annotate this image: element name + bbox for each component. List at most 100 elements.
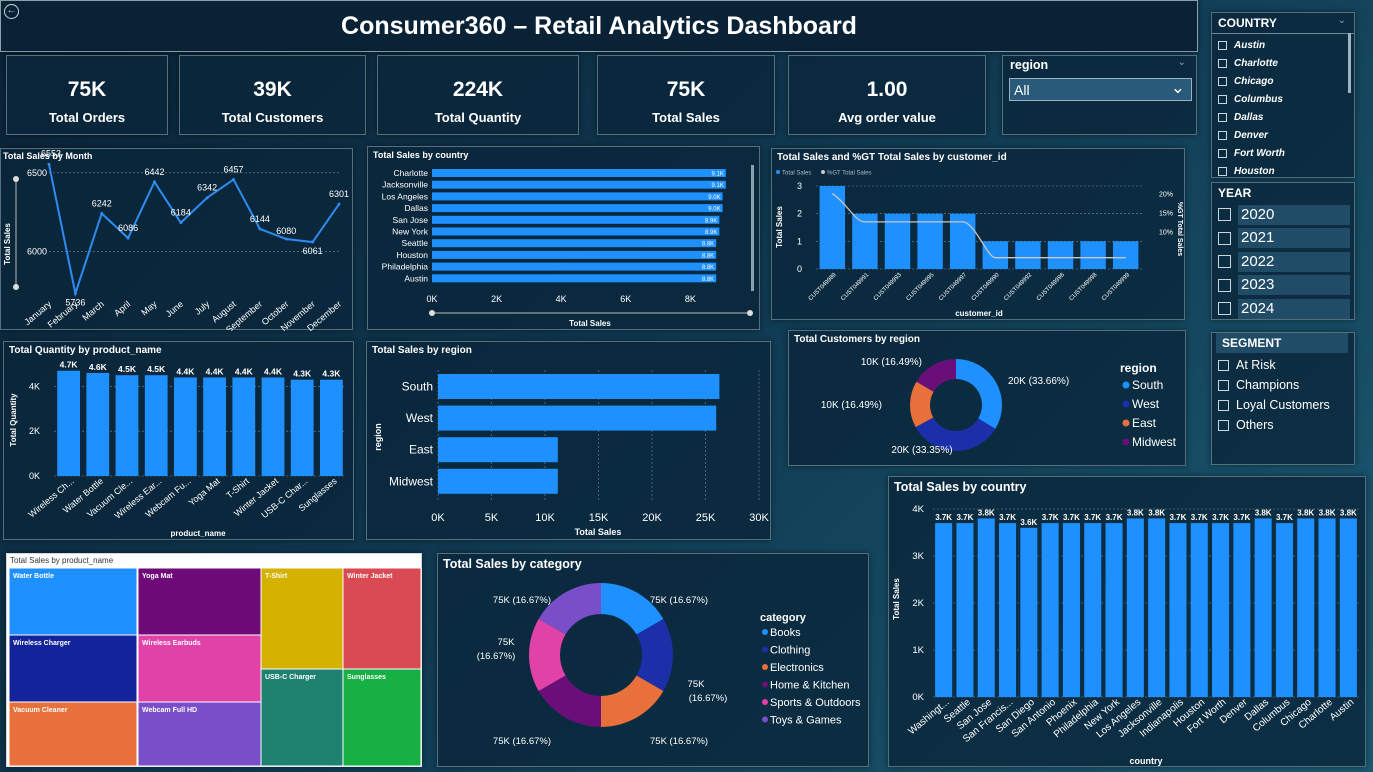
bar[interactable]: [320, 379, 343, 476]
bar[interactable]: [949, 213, 976, 269]
bar[interactable]: [432, 180, 726, 189]
data-point[interactable]: [152, 180, 156, 184]
bar[interactable]: [999, 523, 1017, 697]
bar[interactable]: [1105, 523, 1123, 697]
bar[interactable]: [438, 374, 720, 399]
data-point[interactable]: [126, 236, 130, 240]
treemap-cell[interactable]: [260, 668, 344, 767]
bar[interactable]: [432, 274, 717, 283]
checkbox-icon[interactable]: [1218, 166, 1227, 176]
country-option-columbus[interactable]: Columbus: [1212, 90, 1354, 108]
pie-slice[interactable]: [916, 359, 956, 392]
checkbox-icon[interactable]: [1218, 208, 1231, 222]
bar[interactable]: [261, 377, 285, 476]
bar[interactable]: [203, 377, 226, 476]
treemap-cell[interactable]: [137, 701, 262, 767]
bar[interactable]: [115, 375, 139, 476]
treemap-cell[interactable]: [8, 634, 138, 703]
bar[interactable]: [1047, 241, 1074, 269]
treemap-cell[interactable]: [137, 567, 262, 636]
legend-label[interactable]: Clothing: [770, 645, 810, 657]
bar[interactable]: [432, 262, 717, 271]
checkbox-icon[interactable]: [1218, 231, 1231, 245]
checkbox-icon[interactable]: [1218, 278, 1231, 292]
bar[interactable]: [1233, 523, 1251, 697]
bar[interactable]: [917, 213, 943, 269]
year-option-2022[interactable]: 2022: [1212, 250, 1354, 274]
treemap-cell[interactable]: [8, 567, 138, 636]
segment-option-loyal-customers[interactable]: Loyal Customers: [1212, 395, 1354, 415]
legend-label[interactable]: Midwest: [1132, 435, 1177, 449]
legend-label[interactable]: Books: [770, 627, 801, 639]
bar[interactable]: [1169, 523, 1187, 697]
range-slider-handle[interactable]: [429, 310, 435, 316]
bar[interactable]: [956, 523, 974, 697]
bar[interactable]: [1339, 518, 1357, 697]
data-point[interactable]: [179, 221, 183, 225]
checkbox-icon[interactable]: [1218, 112, 1227, 122]
pie-slice[interactable]: [601, 583, 664, 635]
treemap-cell[interactable]: [342, 668, 422, 767]
checkbox-icon[interactable]: [1218, 94, 1227, 104]
legend-label[interactable]: West: [1132, 397, 1160, 411]
pie-slice[interactable]: [910, 381, 934, 428]
checkbox-icon[interactable]: [1218, 148, 1227, 158]
country-scrollbar[interactable]: [1348, 33, 1351, 93]
legend-label[interactable]: Toys & Games: [770, 715, 842, 727]
bar[interactable]: [290, 379, 314, 476]
bar[interactable]: [432, 169, 726, 177]
bar[interactable]: [438, 405, 717, 431]
bar[interactable]: [1212, 523, 1230, 697]
checkbox-icon[interactable]: [1218, 379, 1229, 391]
treemap-cell[interactable]: [8, 701, 138, 767]
legend-label[interactable]: Sports & Outdoors: [770, 697, 861, 709]
treemap-cell[interactable]: [260, 567, 344, 670]
checkbox-icon[interactable]: [1218, 419, 1229, 431]
bar[interactable]: [1112, 241, 1139, 269]
pie-slice[interactable]: [915, 417, 996, 451]
country-option-chicago[interactable]: Chicago: [1212, 72, 1354, 90]
country-option-austin[interactable]: Austin: [1212, 36, 1354, 54]
checkbox-icon[interactable]: [1218, 359, 1229, 371]
bar[interactable]: [432, 250, 717, 259]
checkbox-icon[interactable]: [1218, 255, 1231, 269]
bar[interactable]: [935, 523, 953, 697]
bar[interactable]: [1148, 518, 1166, 697]
bar[interactable]: [86, 372, 110, 476]
bar[interactable]: [1254, 518, 1272, 697]
country-option-denver[interactable]: Denver: [1212, 126, 1354, 144]
legend-label[interactable]: Home & Kitchen: [770, 680, 849, 692]
checkbox-icon[interactable]: [1218, 76, 1227, 86]
range-slider-handle[interactable]: [747, 310, 753, 316]
bar[interactable]: [819, 186, 846, 269]
country-option-fort-worth[interactable]: Fort Worth: [1212, 144, 1354, 162]
data-point[interactable]: [284, 237, 288, 241]
data-point[interactable]: [47, 162, 51, 166]
bar[interactable]: [232, 377, 256, 476]
checkbox-icon[interactable]: [1218, 58, 1227, 68]
bar[interactable]: [852, 213, 878, 269]
pie-slice[interactable]: [529, 619, 566, 691]
year-option-2023[interactable]: 2023: [1212, 274, 1354, 298]
bar[interactable]: [884, 213, 911, 269]
legend-label[interactable]: Electronics: [770, 662, 824, 674]
pie-slice[interactable]: [956, 359, 1002, 429]
bar[interactable]: [1041, 523, 1059, 697]
bar[interactable]: [432, 227, 720, 236]
bar[interactable]: [432, 239, 717, 248]
bar[interactable]: [1318, 518, 1336, 697]
chart-scrollbar[interactable]: [751, 165, 754, 291]
bar[interactable]: [1275, 523, 1293, 697]
year-option-2021[interactable]: 2021: [1212, 227, 1354, 251]
pie-slice[interactable]: [538, 675, 601, 728]
bar[interactable]: [977, 518, 995, 697]
bar[interactable]: [1062, 523, 1080, 697]
data-point[interactable]: [311, 240, 315, 244]
checkbox-icon[interactable]: [1218, 40, 1227, 50]
bar[interactable]: [982, 241, 1009, 269]
bar[interactable]: [438, 468, 558, 494]
legend-label[interactable]: East: [1132, 416, 1157, 430]
bar[interactable]: [1126, 518, 1144, 697]
country-option-charlotte[interactable]: Charlotte: [1212, 54, 1354, 72]
bar[interactable]: [144, 375, 168, 476]
